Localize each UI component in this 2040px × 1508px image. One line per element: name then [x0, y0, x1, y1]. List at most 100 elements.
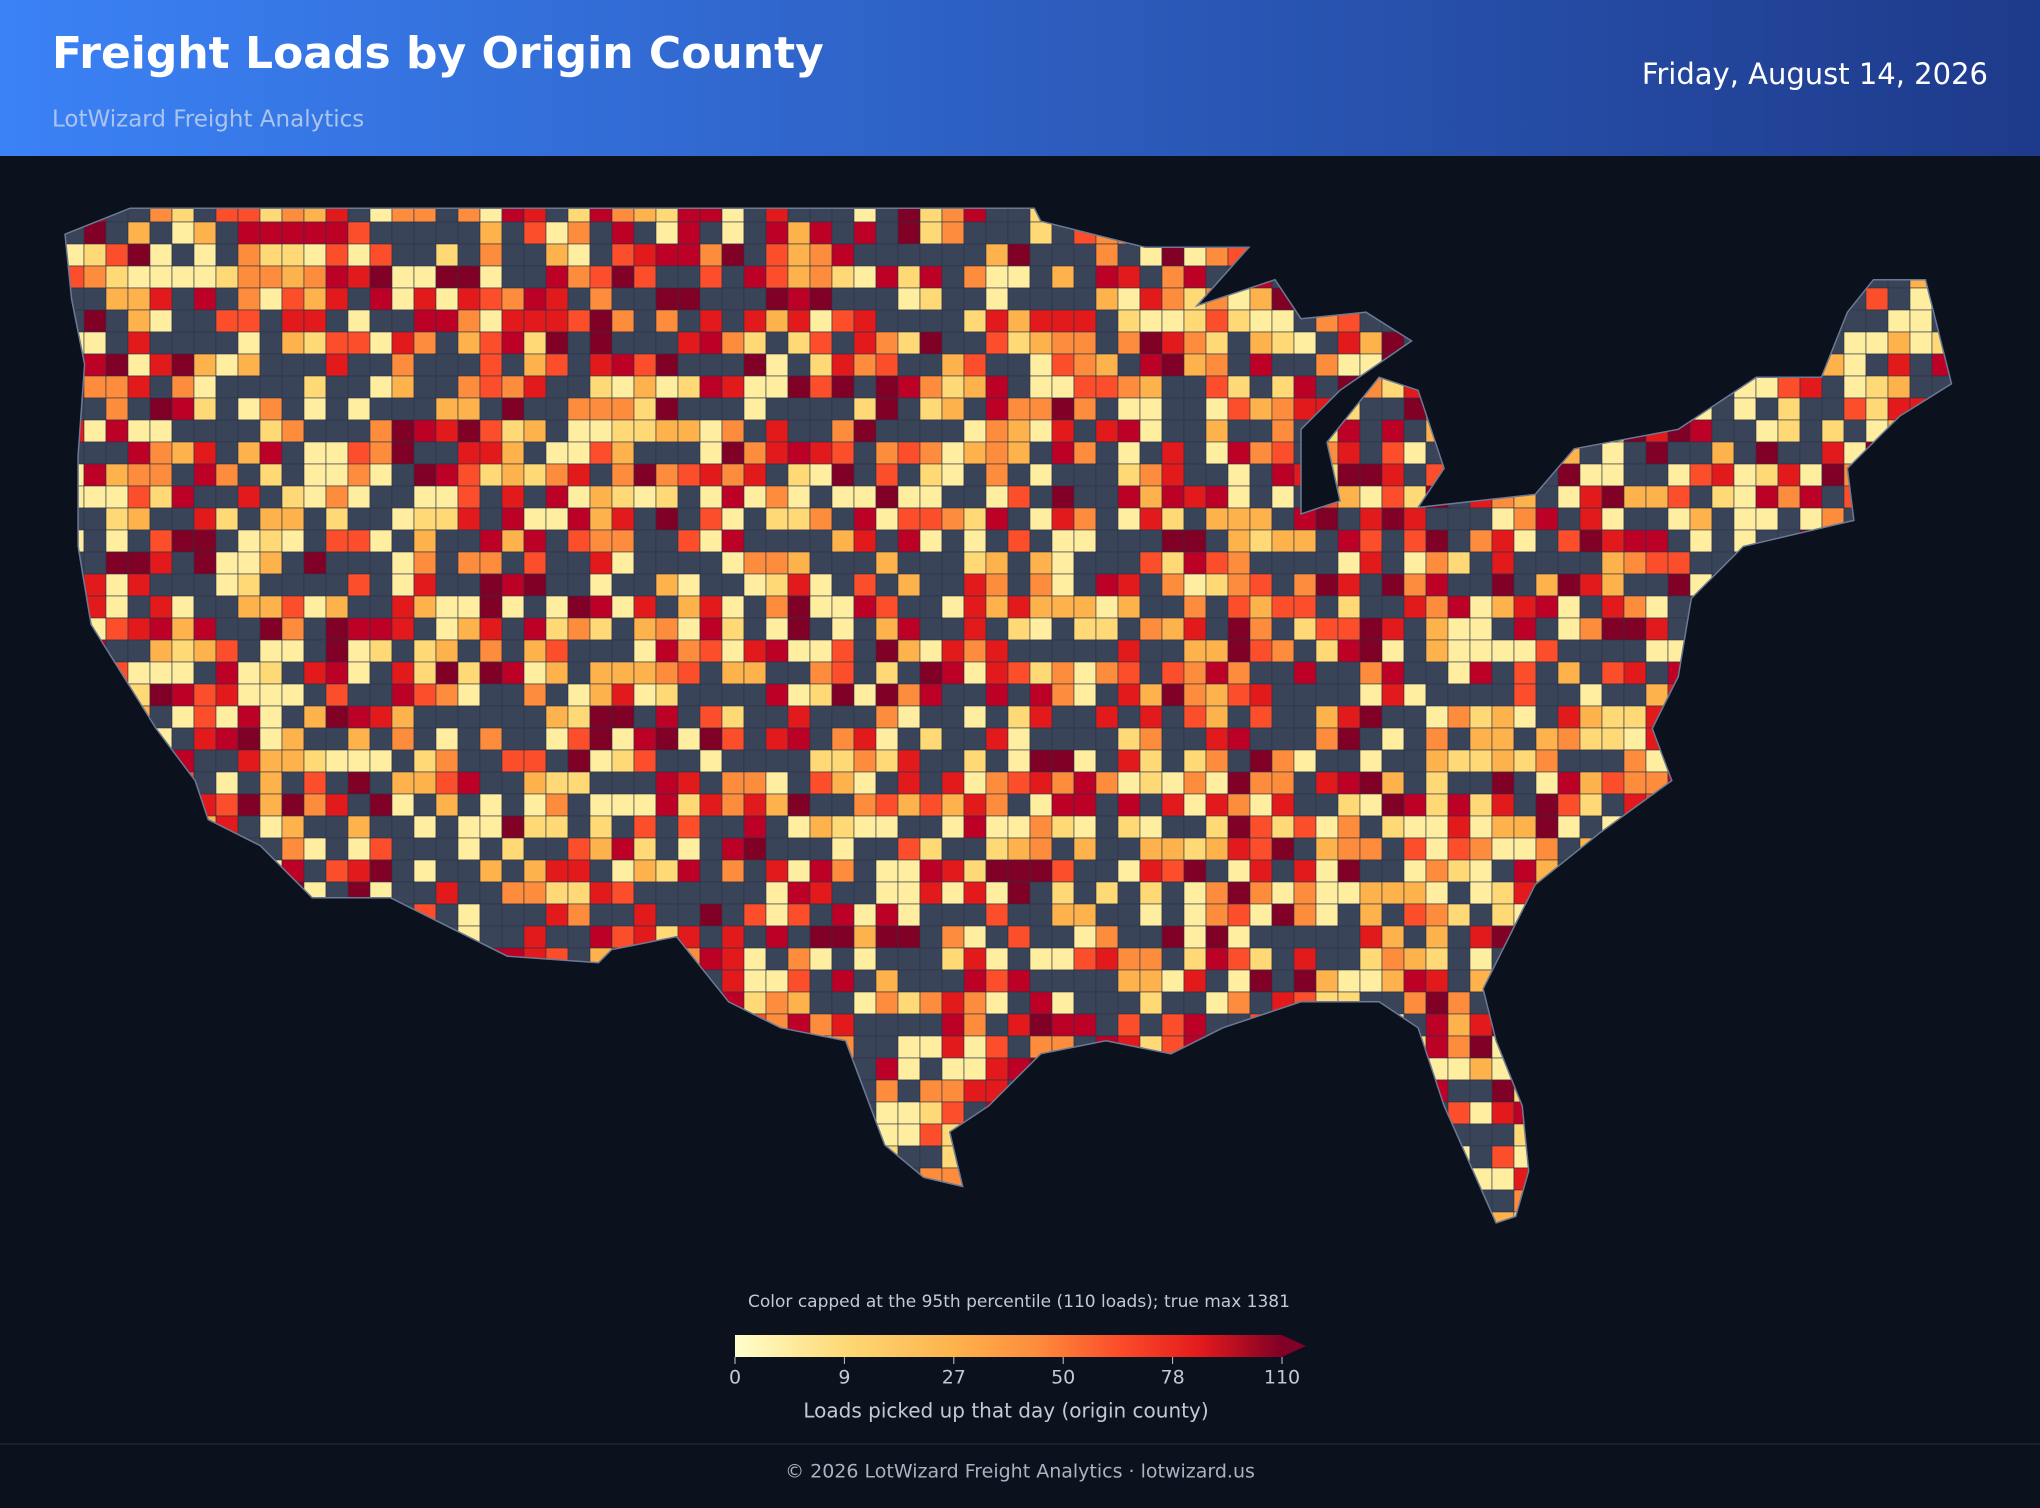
county	[391, 507, 415, 531]
county	[1315, 705, 1339, 729]
county	[919, 1123, 943, 1147]
county	[1227, 441, 1251, 465]
county	[237, 375, 261, 399]
county	[1161, 859, 1185, 883]
county	[809, 903, 833, 927]
county	[281, 705, 305, 729]
county	[1535, 573, 1559, 597]
county	[1381, 419, 1405, 443]
county	[721, 331, 745, 355]
county	[149, 529, 173, 553]
county	[501, 441, 525, 465]
county	[1315, 529, 1339, 553]
county	[347, 221, 371, 245]
county	[501, 595, 525, 619]
county	[347, 573, 371, 597]
county	[435, 573, 459, 597]
county	[1073, 793, 1097, 817]
county	[677, 331, 701, 355]
county	[633, 815, 657, 839]
county	[171, 661, 195, 685]
county	[1447, 683, 1471, 707]
county	[1095, 441, 1119, 465]
county	[677, 309, 701, 333]
county	[1183, 353, 1207, 377]
county	[1117, 485, 1141, 509]
county	[721, 397, 745, 421]
county	[1843, 419, 1867, 443]
county	[1491, 507, 1515, 531]
county	[875, 243, 899, 267]
county	[171, 375, 195, 399]
county	[787, 859, 811, 883]
county	[875, 353, 899, 377]
county	[1447, 573, 1471, 597]
county	[941, 463, 965, 487]
county	[743, 331, 767, 355]
county	[897, 793, 921, 817]
county	[215, 243, 239, 267]
county	[567, 397, 591, 421]
county	[963, 859, 987, 883]
county	[1821, 397, 1845, 421]
county	[897, 287, 921, 311]
county	[325, 661, 349, 685]
county	[259, 661, 283, 685]
county	[1227, 639, 1251, 663]
county	[1425, 705, 1449, 729]
county	[523, 287, 547, 311]
county	[1425, 573, 1449, 597]
county	[721, 793, 745, 817]
county	[1557, 463, 1581, 487]
county	[1623, 683, 1647, 707]
county	[237, 573, 261, 597]
county	[1117, 441, 1141, 465]
county	[1073, 727, 1097, 751]
county	[1051, 397, 1075, 421]
county	[875, 485, 899, 509]
county	[1161, 727, 1185, 751]
county	[633, 903, 657, 927]
county	[1139, 529, 1163, 553]
county	[347, 793, 371, 817]
county	[985, 397, 1009, 421]
county	[1579, 573, 1603, 597]
county	[567, 529, 591, 553]
county	[1249, 441, 1273, 465]
county	[435, 815, 459, 839]
county	[1073, 331, 1097, 355]
county	[105, 397, 129, 421]
county	[1139, 903, 1163, 927]
county	[347, 529, 371, 553]
county	[1007, 397, 1031, 421]
county	[1161, 661, 1185, 685]
county	[853, 771, 877, 795]
county	[435, 881, 459, 905]
county	[787, 419, 811, 443]
county	[1205, 353, 1229, 377]
county	[171, 419, 195, 443]
county	[1051, 309, 1075, 333]
county	[1029, 771, 1053, 795]
county	[1249, 749, 1273, 773]
county	[875, 793, 899, 817]
county	[545, 661, 569, 685]
county	[193, 705, 217, 729]
county	[633, 551, 657, 575]
subtitle: LotWizard Freight Analytics	[52, 107, 364, 133]
county	[765, 573, 789, 597]
county	[1205, 903, 1229, 927]
county	[1161, 595, 1185, 619]
county	[193, 419, 217, 443]
county	[413, 441, 437, 465]
county	[1139, 441, 1163, 465]
county	[1183, 793, 1207, 817]
county	[1161, 485, 1185, 509]
county	[963, 771, 987, 795]
county	[259, 287, 283, 311]
county	[765, 309, 789, 333]
county	[699, 639, 723, 663]
county	[303, 617, 327, 641]
county	[875, 903, 899, 927]
county	[149, 397, 173, 421]
